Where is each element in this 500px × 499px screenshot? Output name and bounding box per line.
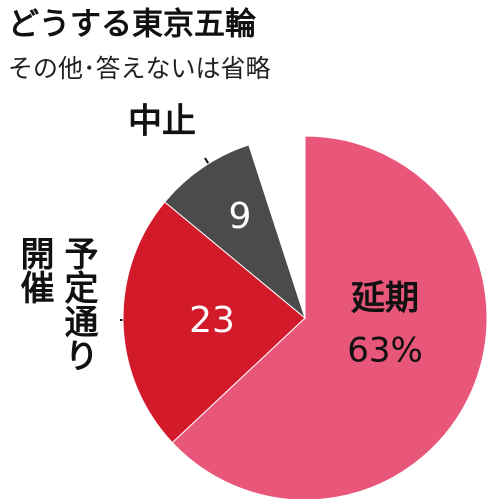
value-label: 23 — [189, 300, 235, 341]
category-label: 延期 — [351, 279, 419, 319]
chart-title: どうする東京五輪 — [8, 7, 256, 43]
value-label: 9 — [229, 196, 252, 237]
category-label: 中止 — [128, 102, 196, 142]
pie-slice — [164, 144, 307, 320]
category-label: 予定通り開催 — [14, 236, 98, 372]
value-label: 63% — [347, 331, 423, 371]
pie-slice — [122, 201, 306, 444]
chart-subtitle: その他･答えないは省略 — [8, 54, 271, 83]
pie-slice — [171, 135, 488, 499]
